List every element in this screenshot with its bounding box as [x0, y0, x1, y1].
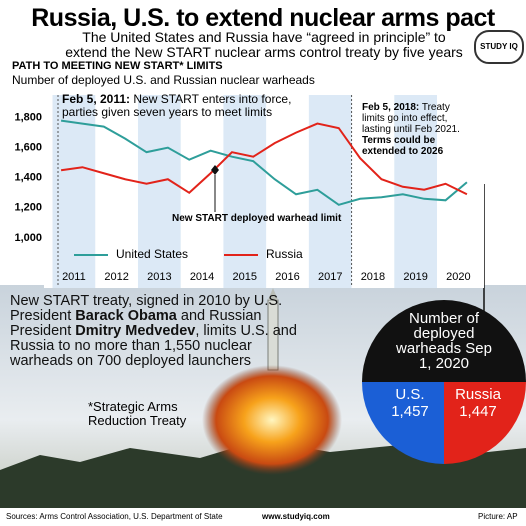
x-tick-label: 2014	[190, 271, 214, 283]
limit-marker	[211, 165, 219, 175]
x-tick-label: 2013	[147, 271, 171, 283]
annotation-text: New START enters into force, parties giv…	[62, 92, 292, 119]
year-band	[394, 95, 438, 288]
y-tick-label: 1,600	[14, 142, 42, 154]
legend-label: Russia	[266, 247, 303, 261]
y-tick-label: 1,400	[14, 172, 42, 184]
value: 1,457	[391, 403, 429, 420]
chart-subtitle: Number of deployed U.S. and Russian nucl…	[12, 73, 315, 87]
russia-total: Russia 1,447	[446, 386, 510, 420]
x-tick-label: 2015	[233, 271, 257, 283]
footer-bar	[0, 508, 526, 526]
circle-russia	[444, 382, 526, 464]
title: Russia, U.S. to extend nuclear arms pact	[31, 4, 495, 32]
x-tick-label: 2017	[318, 271, 342, 283]
photo-rocket-tip	[268, 288, 278, 300]
text: and Russian President	[10, 308, 262, 339]
footnote: *Strategic Arms Reduction Treaty	[88, 399, 187, 428]
y-tick-label: 1,800	[14, 111, 42, 123]
totals-circle	[362, 300, 526, 464]
chart: 2011 2012 2013 2014 2015 2016 2017 2018 2019 2020…	[14, 95, 484, 288]
name: Barack Obama	[75, 308, 177, 324]
y-tick-label: 1,200	[14, 202, 42, 214]
annotation-2018: Feb 5, 2018: Treaty limits go into effec…	[362, 102, 474, 157]
circle-top	[362, 300, 526, 382]
circle-us	[362, 382, 444, 464]
year-band	[137, 95, 181, 288]
credit: Picture: AP	[478, 512, 518, 521]
sources: Sources: Arms Control Association, U.S. …	[6, 512, 223, 521]
annotation-bold: Terms could be extended to 2026	[362, 135, 444, 157]
annotation-text: Treaty limits go into effect, lasting un…	[362, 102, 460, 135]
annotation-2011: Feb 5, 2011: New START enters into force…	[62, 93, 302, 119]
chart-title: PATH TO MEETING NEW START* LIMITS	[12, 60, 223, 72]
x-tick-label: 2011	[62, 271, 86, 283]
text: , limits U.S. and Russia to no more than…	[10, 323, 297, 369]
series-line	[60, 122, 468, 196]
label: Russia	[455, 386, 501, 403]
x-tick-label: 2019	[403, 271, 427, 283]
logo: STUDY IQ	[474, 30, 524, 64]
photo-fireball	[202, 365, 342, 475]
x-tick-label: 2012	[104, 271, 128, 283]
series-line	[60, 119, 468, 206]
y-tick-label: 1,000	[14, 232, 42, 244]
year-band	[223, 95, 267, 288]
annotation-date: Feb 5, 2018:	[362, 102, 420, 113]
x-tick-label: 2018	[361, 271, 385, 283]
site: www.studyiq.com	[262, 512, 330, 521]
label: U.S.	[395, 386, 425, 403]
x-tick-label: 2020	[446, 271, 470, 283]
totals-heading: Number of deployed warheads Sep 1, 2020	[396, 310, 492, 372]
text: New START treaty, signed in 2010 by U.S.…	[10, 293, 283, 324]
subtitle: The United States and Russia have “agree…	[65, 29, 463, 60]
name: Dmitry Medvedev	[75, 323, 196, 339]
us-total: U.S. 1,457	[380, 386, 440, 420]
photo-forest	[0, 440, 526, 510]
x-tick-label: 2016	[275, 271, 299, 283]
annotation-limit: New START deployed warhead limit	[172, 213, 342, 224]
value: 1,447	[459, 403, 497, 420]
annotation-date: Feb 5, 2011:	[62, 92, 131, 106]
legend-label: United States	[116, 247, 188, 261]
treaty-text: New START treaty, signed in 2010 by U.S.…	[10, 294, 302, 369]
